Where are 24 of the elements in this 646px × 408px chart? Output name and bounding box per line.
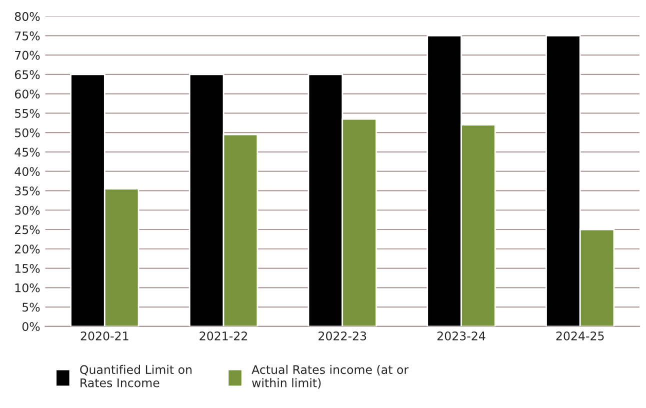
y-tick-label: 60% bbox=[14, 90, 40, 98]
y-tick-label: 30% bbox=[15, 206, 40, 215]
legend-label: Quantified Limit on Rates Income bbox=[80, 364, 192, 388]
legend-label: Actual Rates income (at or within limit) bbox=[252, 364, 409, 389]
y-tick-label: 45% bbox=[14, 148, 40, 157]
x-tick-label: 2020-21 bbox=[80, 331, 128, 340]
y-tick-label: 55% bbox=[15, 108, 40, 118]
y-tick-label: 20% bbox=[14, 244, 40, 254]
x-tick-label: 2022-23 bbox=[318, 331, 366, 340]
y-tick-label: 50% bbox=[15, 128, 40, 138]
x-tick-label: 2023-24 bbox=[437, 331, 486, 340]
y-tick-label: 40% bbox=[14, 167, 40, 176]
y-tick-label: 35% bbox=[15, 186, 40, 196]
y-tick-label: 25% bbox=[14, 225, 40, 234]
y-tick-label: 80% bbox=[14, 12, 40, 21]
y-tick-label: 0% bbox=[22, 322, 40, 332]
y-tick-label: 70% bbox=[15, 50, 40, 60]
y-tick-label: 15% bbox=[15, 264, 40, 273]
y-tick-label: 10% bbox=[15, 283, 40, 292]
y-tick-label: 5% bbox=[22, 302, 40, 312]
x-tick-label: 2024-25 bbox=[556, 331, 604, 340]
y-tick-label: 65% bbox=[14, 70, 40, 80]
x-tick-label: 2021-22 bbox=[200, 331, 247, 340]
y-tick-label: 75% bbox=[15, 31, 40, 40]
